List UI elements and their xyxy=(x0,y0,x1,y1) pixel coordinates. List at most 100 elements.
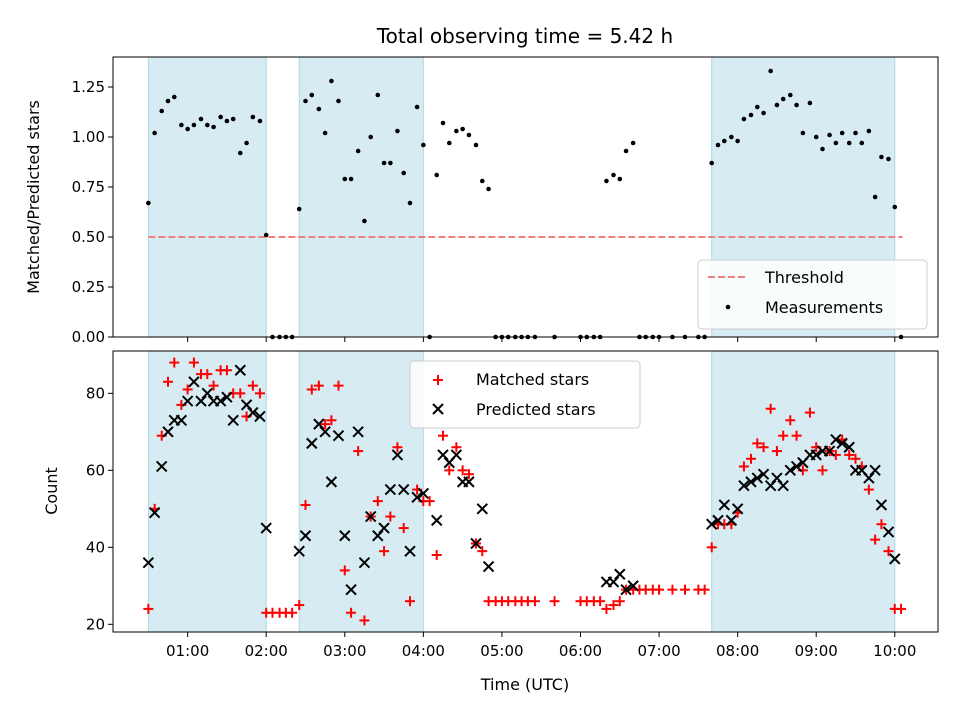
matched-star-point xyxy=(424,496,435,507)
predicted-star-point xyxy=(162,426,174,438)
matched-star-point xyxy=(549,596,560,607)
predicted-star-point xyxy=(234,364,246,376)
measurement-point xyxy=(355,148,361,154)
predicted-star-point xyxy=(417,487,430,500)
measurement-point xyxy=(630,140,636,146)
predicted-star-point xyxy=(706,518,718,530)
predicted-star-point xyxy=(470,537,482,550)
matched-star-point xyxy=(359,615,370,626)
matched-star-point xyxy=(785,415,796,426)
predicted-star-point xyxy=(345,583,357,596)
predicted-star-point xyxy=(358,557,371,569)
measurement-point xyxy=(348,176,354,182)
measurement-point xyxy=(414,104,420,110)
predicted-star-point xyxy=(299,530,312,542)
predicted-star-point xyxy=(431,514,443,527)
predicted-star-point xyxy=(882,526,895,538)
measurement-point xyxy=(296,206,302,212)
measurement-point xyxy=(375,92,381,98)
measurement-point xyxy=(191,122,197,128)
measurement-point xyxy=(780,96,786,102)
measurement-point xyxy=(604,178,609,184)
top-y-axis-label: Matched/Predicted stars xyxy=(24,100,43,294)
measurement-point xyxy=(263,232,269,238)
top-y-tick-label: 0.00 xyxy=(72,328,105,346)
predicted-star-point xyxy=(247,406,259,419)
predicted-star-point xyxy=(221,391,233,403)
x-tick-label: 01:00 xyxy=(166,642,209,660)
measurement-point xyxy=(774,102,780,108)
matched-star-point xyxy=(463,469,474,480)
top-y-axis: 0.00 0.25 0.50 0.75 1.00 1.25 xyxy=(72,78,113,346)
matched-star-point xyxy=(876,519,887,530)
matched-star-point xyxy=(680,584,690,595)
measurement-point xyxy=(839,130,845,136)
matched-star-point xyxy=(247,380,258,391)
x-axis-label: Time (UTC) xyxy=(480,675,569,694)
top-y-tick-label: 0.25 xyxy=(72,278,105,296)
measurements-legend-swatch xyxy=(725,304,731,310)
measurement-point xyxy=(787,92,793,98)
matched-star-point xyxy=(746,453,756,464)
bottom-legend-box xyxy=(409,360,641,429)
x-tick-label: 10:00 xyxy=(873,642,916,660)
matched-star-point xyxy=(804,407,815,418)
predicted-star-point xyxy=(450,449,463,461)
measurement-point xyxy=(250,114,256,120)
measurement-point xyxy=(407,200,413,206)
matched-star-point xyxy=(431,550,442,561)
predicted-star-point xyxy=(339,530,351,542)
predicted-legend-label: Predicted stars xyxy=(476,400,596,419)
predicted-star-point xyxy=(378,522,390,534)
measurements-legend-label: Measurements xyxy=(765,298,883,317)
measurement-point xyxy=(211,124,216,130)
matched-star-point xyxy=(844,449,855,460)
matched-star-point xyxy=(221,365,232,376)
predicted-star-point xyxy=(214,395,227,407)
bottom-plot-frame xyxy=(112,350,939,633)
measurement-point xyxy=(859,140,865,146)
predicted-star-point xyxy=(332,429,345,442)
bottom-x-axis: 01:00 02:00 03:00 04:00 05:00 06:00 07:00 08:00… xyxy=(166,632,916,660)
predicted-star-point xyxy=(751,472,763,484)
matched-legend-label: Matched stars xyxy=(476,370,589,389)
predicted-star-point xyxy=(614,568,626,580)
matched-star-point xyxy=(457,465,468,476)
predicted-star-point xyxy=(836,437,848,450)
predicted-star-point xyxy=(476,503,488,515)
measurement-point xyxy=(218,114,223,120)
top-y-tick-label: 0.75 xyxy=(72,178,105,196)
x-tick-label: 02:00 xyxy=(245,642,288,660)
matched-star-point xyxy=(608,600,619,611)
bottom-y-tick-label: 60 xyxy=(86,461,105,479)
predicted-star-point xyxy=(306,437,318,450)
predicted-star-point xyxy=(875,499,888,511)
measurement-point xyxy=(754,104,760,110)
matched-star-point xyxy=(313,380,324,391)
measurement-point xyxy=(721,138,727,144)
matched-star-point xyxy=(850,453,861,464)
predicted-star-point xyxy=(227,414,239,426)
predicted-star-point xyxy=(830,433,842,446)
measurement-point xyxy=(329,78,334,84)
predicted-star-point xyxy=(745,476,757,488)
measurement-point xyxy=(362,218,367,224)
matched-star-point xyxy=(300,499,311,510)
matched-star-point xyxy=(883,546,894,557)
measurement-point xyxy=(611,172,616,178)
matched-star-point xyxy=(188,357,199,368)
measurement-point xyxy=(741,116,747,122)
matched-star-point xyxy=(752,438,763,449)
predicted-star-point xyxy=(352,426,364,438)
bottom-y-tick-label: 80 xyxy=(86,384,105,402)
matched-star-point xyxy=(306,384,317,395)
measurement-point xyxy=(833,140,839,146)
predicted-star-point xyxy=(718,499,730,511)
measurement-point xyxy=(381,160,387,166)
measurement-point xyxy=(401,170,407,176)
matched-star-point xyxy=(398,523,409,534)
matched-star-point xyxy=(765,403,776,414)
matched-star-point xyxy=(169,357,180,368)
top-y-tick-label: 0.50 xyxy=(72,228,105,246)
